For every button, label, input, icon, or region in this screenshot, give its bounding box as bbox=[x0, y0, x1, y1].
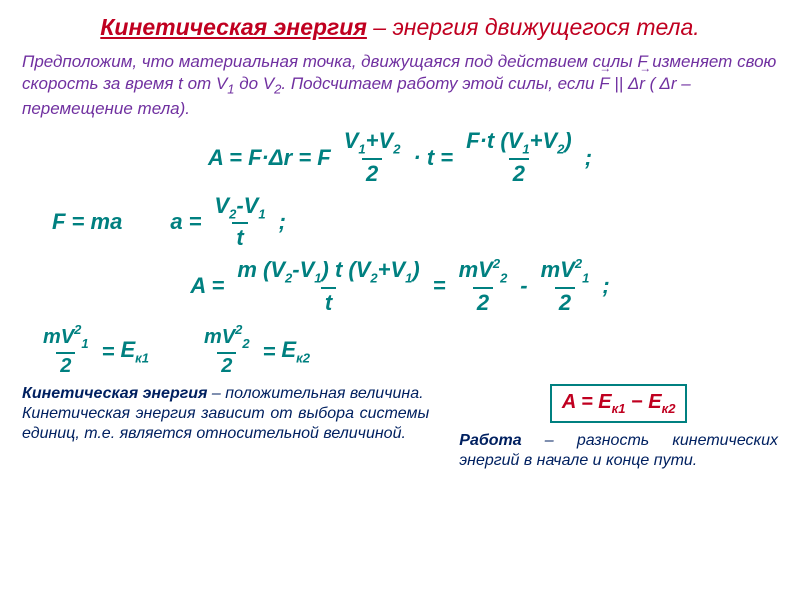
f3-frac2: mV22 2 bbox=[455, 257, 512, 315]
f3-den1: t bbox=[321, 287, 336, 316]
f3-minus: - bbox=[520, 273, 527, 299]
f2-a: a bbox=[170, 209, 182, 235]
definition-right: A = Eк1 − Eк2 Работа – разность кинетиче… bbox=[459, 384, 778, 471]
boxed-formula: A = Eк1 − Eк2 bbox=[550, 384, 688, 423]
f1-frac1: V1+V2 2 bbox=[340, 128, 405, 186]
f2-fma: F = ma bbox=[52, 209, 122, 235]
f3-end: ; bbox=[602, 273, 609, 299]
title-definition: – энергия движущегося тела. bbox=[367, 14, 700, 40]
f3-lhs: A = bbox=[190, 273, 224, 299]
ek-den1: 2 bbox=[56, 352, 75, 378]
f3-eq: = bbox=[433, 273, 446, 299]
intro-parallel: || Δ bbox=[610, 74, 640, 93]
formula-work-1: A = F·Δr = F V1+V2 2 · t = F·t (V1+V2) 2… bbox=[22, 128, 778, 186]
f2-eq: = bbox=[189, 209, 202, 235]
slide-title: Кинетическая энергия – энергия движущего… bbox=[22, 14, 778, 41]
ek-eq1: = bbox=[102, 339, 115, 365]
intro-mid1: до V bbox=[235, 74, 275, 93]
vector-r: r bbox=[639, 73, 645, 95]
f3-m: m bbox=[237, 257, 257, 282]
intro-paragraph: Предположим, что материальная точка, дви… bbox=[22, 51, 778, 120]
ek-frac2: mV22 2 bbox=[200, 326, 254, 378]
f3-frac3: mV21 2 bbox=[537, 257, 594, 315]
f3-num3: mV21 bbox=[537, 257, 594, 286]
ek-label1: Eк1 bbox=[120, 337, 149, 365]
f1-frac2: F·t (V1+V2) 2 bbox=[462, 128, 576, 186]
ek-den2: 2 bbox=[217, 352, 236, 378]
boxed-formula-wrap: A = Eк1 − Eк2 bbox=[459, 384, 778, 423]
f3-den2: 2 bbox=[473, 287, 493, 316]
f1-num1: V1+V2 bbox=[340, 128, 405, 157]
f1-lhs: A = F·Δr = F bbox=[208, 145, 331, 171]
ek-label2: Eк2 bbox=[281, 337, 310, 365]
ek-eq2: = bbox=[263, 339, 276, 365]
f2-num: V2-V1 bbox=[210, 193, 269, 222]
formula-work-2: A = m (V2-V1) t (V2+V1) t = mV22 2 - mV2… bbox=[22, 257, 778, 315]
title-keyword: Кинетическая энергия bbox=[100, 14, 367, 40]
f3-frac1: m (V2-V1) t (V2+V1) t bbox=[233, 257, 423, 315]
intro-text-2: . Подсчитаем работу этой силы, если bbox=[281, 74, 599, 93]
derivation-block: A = F·Δr = F V1+V2 2 · t = F·t (V1+V2) 2… bbox=[22, 128, 778, 377]
bl-t1: – положительная величина. bbox=[207, 385, 423, 402]
intro-sub1: 1 bbox=[227, 81, 234, 96]
formula-fma: F = ma a = V2-V1 t ; bbox=[22, 193, 778, 251]
f2-end: ; bbox=[279, 209, 286, 235]
bl-t2: Кинетическая энергия зависит от выбора с… bbox=[22, 405, 429, 442]
f1-den2: 2 bbox=[509, 158, 529, 187]
ek-num2: mV22 bbox=[200, 326, 254, 352]
f1-num2: F·t (V1+V2) bbox=[462, 128, 576, 157]
definition-left: Кинетическая энергия – положительная вел… bbox=[22, 384, 429, 471]
ek-frac1: mV21 2 bbox=[39, 326, 93, 378]
f1-den1: 2 bbox=[362, 158, 382, 187]
bottom-columns: Кинетическая энергия – положительная вел… bbox=[22, 384, 778, 471]
ek-num1: mV21 bbox=[39, 326, 93, 352]
f2-den: t bbox=[232, 222, 247, 251]
formula-ek-definitions: mV21 2 = Eк1 mV22 2 = Eк2 bbox=[22, 326, 778, 378]
f3-num2: mV22 bbox=[455, 257, 512, 286]
vector-f: F bbox=[599, 73, 609, 95]
f3-den3: 2 bbox=[555, 287, 575, 316]
br-b1: Работа bbox=[459, 432, 521, 449]
f3-num1: m (V2-V1) t (V2+V1) bbox=[233, 257, 423, 286]
f1-mid: · t = bbox=[413, 145, 453, 171]
f1-end: ; bbox=[585, 145, 592, 171]
bl-b1: Кинетическая энергия bbox=[22, 385, 207, 402]
f2-frac: V2-V1 t bbox=[210, 193, 269, 251]
